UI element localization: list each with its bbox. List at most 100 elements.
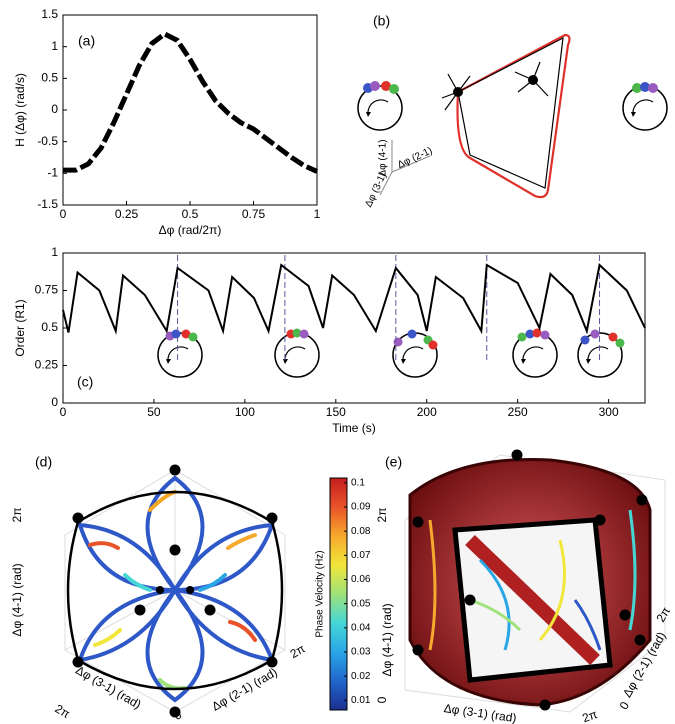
tick-label: 2π <box>375 508 389 523</box>
y-tick-label: 0.5 <box>41 71 58 85</box>
y-tick-label: -0.5 <box>37 134 58 148</box>
axis-label: Δφ (4-1) <box>378 139 389 176</box>
panel-label: (d) <box>35 454 52 470</box>
oscillator <box>389 84 399 94</box>
colorbar-label: Phase Velocity (Hz) <box>315 550 326 637</box>
fixed-points <box>412 449 648 711</box>
axis-label: Δφ (4-1) (rad) <box>380 603 394 676</box>
colorbar-tick-label: 0.08 <box>351 526 371 537</box>
x-tick-label: 100 <box>235 405 255 419</box>
y-tick-label: 0.5 <box>41 320 58 334</box>
x-axis-label: Time (s) <box>332 421 376 435</box>
trajectory <box>457 36 564 189</box>
panel-label: (a) <box>78 33 95 49</box>
tick-label: 2π <box>653 605 673 625</box>
oscillator <box>393 337 403 347</box>
oscillator <box>590 329 600 339</box>
y-tick-label: 0 <box>51 395 58 409</box>
oscillator <box>532 328 542 338</box>
oscillator <box>407 329 417 339</box>
colorbar-tick-label: 0.03 <box>351 647 371 658</box>
x-tick-label: 300 <box>599 405 619 419</box>
x-tick-label: 0 <box>60 405 67 419</box>
y-tick-label: 0.25 <box>35 358 59 372</box>
phase-insets <box>157 328 625 378</box>
panel-label: (e) <box>385 454 402 470</box>
colorbar <box>329 477 348 711</box>
oscillator <box>292 328 302 338</box>
colorbar-tick-label: 0.05 <box>351 598 371 609</box>
x-tick-label: 0 <box>60 207 67 221</box>
tick-label: 2π <box>288 641 308 661</box>
y-axis-label: H (Δφ) (rad/s) <box>13 73 27 147</box>
x-tick-label: 0.5 <box>182 207 199 221</box>
oscillator-clock <box>622 85 668 131</box>
oscillator <box>370 81 380 91</box>
tick-label: 2π <box>52 701 72 721</box>
x-tick-label: 1 <box>314 207 321 221</box>
oscillator <box>188 332 198 342</box>
grid <box>64 469 286 713</box>
y-tick-label: -1.5 <box>37 197 58 211</box>
grid <box>404 454 666 713</box>
axis-label: Δφ (2-1) <box>396 145 434 171</box>
y-tick-label: 1.5 <box>41 7 58 21</box>
panel-e: (e) 2π Δφ (4-1) (rad) 0 Δφ (3-1) (rad) 2… <box>375 449 673 724</box>
x-tick-label: 0.75 <box>242 207 266 221</box>
oscillator <box>299 329 309 339</box>
tick-label: 0 <box>617 699 633 712</box>
colorbar-tick-label: 0.01 <box>351 695 371 706</box>
panel-b: (b) Δφ (4-1) Δφ (2-1) Δφ (3-1) <box>357 13 668 209</box>
tick-label: 2π <box>580 707 599 724</box>
x-tick-label: 250 <box>508 405 528 419</box>
colorbar-tick-label: 0.09 <box>351 502 371 513</box>
colorbar-tick-label: 0.07 <box>351 550 371 561</box>
tick-label: 0 <box>375 696 389 703</box>
data-line <box>63 31 319 174</box>
axis-label: Δφ (3-1) <box>363 171 389 209</box>
oscillator <box>181 329 191 339</box>
oscillator <box>540 330 550 340</box>
oscillator <box>632 83 642 93</box>
fixed-points <box>72 464 278 718</box>
axis-label: Δφ (3-1) (rad) <box>443 701 517 724</box>
x-axis-label: Δφ (rad/2π) <box>159 223 222 237</box>
oscillator <box>640 82 650 92</box>
trajectory <box>456 33 571 199</box>
panel-label: (c) <box>77 374 93 390</box>
data-line <box>62 263 646 335</box>
colorbar-tick-label: 0.04 <box>351 622 371 633</box>
tick-label: 0 <box>171 707 184 723</box>
flow-arrow <box>441 61 549 111</box>
oscillator <box>580 335 590 345</box>
x-tick-label: 200 <box>417 405 437 419</box>
y-tick-label: 0.75 <box>35 283 59 297</box>
colorbar-tick-label: 0.06 <box>351 574 371 585</box>
oscillator <box>615 338 625 348</box>
oscillator <box>608 332 618 342</box>
axis-line <box>379 171 393 196</box>
x-tick-label: 50 <box>147 405 161 419</box>
oscillator <box>428 340 438 350</box>
oscillator <box>517 332 527 342</box>
oscillator <box>381 81 391 91</box>
panel-d: (d) 2π Δφ (4-1) (rad) Δφ (3-1) (rad) 2π … <box>10 454 307 723</box>
x-tick-label: 0.25 <box>115 207 139 221</box>
oscillator-clock <box>274 332 320 378</box>
y-tick-label: 1 <box>51 39 58 53</box>
colorbar-tick-label: 0.1 <box>351 477 365 488</box>
trajectories <box>428 509 637 666</box>
colorbar-tick-label: 0.02 <box>351 671 371 682</box>
x-tick-label: 150 <box>326 405 346 419</box>
axis-line <box>391 155 431 173</box>
y-axis-label: Order (R1) <box>13 299 27 356</box>
panel-label: (b) <box>373 13 390 29</box>
axis-label: Δφ (4-1) (rad) <box>10 563 24 636</box>
oscillator <box>648 83 658 93</box>
plot-frame <box>62 14 318 206</box>
y-tick-label: -1 <box>47 166 58 180</box>
y-tick-label: 1 <box>51 245 58 259</box>
axis-label: Δφ (3-1) (rad) <box>73 663 143 712</box>
trajectories <box>77 475 276 703</box>
